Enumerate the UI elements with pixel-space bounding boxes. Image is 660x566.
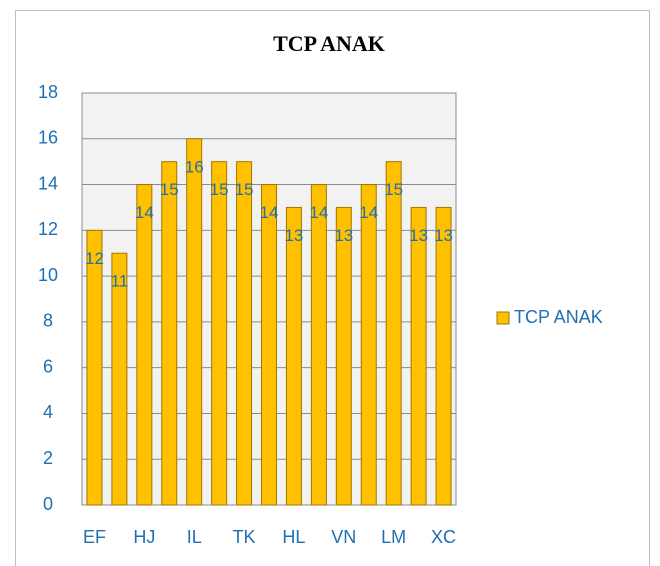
y-tick-label: 6 (43, 356, 53, 376)
data-label: 14 (135, 203, 154, 222)
data-label: 13 (409, 226, 428, 245)
bar (161, 161, 178, 506)
data-label: 15 (160, 180, 179, 199)
y-tick-label: 16 (38, 128, 58, 148)
y-tick-label: 2 (43, 448, 53, 468)
data-label: 12 (85, 249, 104, 268)
data-label: 15 (384, 180, 403, 199)
y-tick-label: 12 (38, 219, 58, 239)
bar (261, 184, 277, 506)
bar (236, 161, 253, 506)
data-label: 11 (111, 272, 129, 291)
legend-swatch (496, 311, 510, 325)
bar (186, 138, 203, 506)
data-label: 15 (210, 180, 229, 199)
y-tick-label: 0 (43, 494, 53, 514)
bar (86, 229, 103, 506)
x-tick-label: EF (83, 527, 106, 547)
bar (385, 161, 402, 506)
bar (211, 161, 228, 506)
data-label: 14 (309, 203, 328, 222)
x-tick-label: XC (431, 527, 456, 547)
bar (410, 206, 427, 506)
bar (111, 252, 128, 506)
bar (310, 184, 327, 506)
y-tick-label: 18 (38, 82, 58, 102)
bar (136, 184, 153, 506)
bar (360, 184, 377, 506)
data-label: 16 (185, 157, 204, 176)
y-tick-label: 8 (43, 311, 53, 331)
data-label: 13 (284, 226, 303, 245)
data-label: 13 (434, 226, 453, 245)
y-tick-label: 4 (43, 402, 53, 422)
bar (285, 206, 302, 506)
data-label: 14 (359, 203, 378, 222)
bar (335, 206, 352, 506)
x-tick-label: LM (381, 527, 406, 547)
data-label: 15 (235, 180, 254, 199)
data-label: 13 (334, 226, 353, 245)
x-tick-label: HL (282, 527, 305, 547)
y-tick-label: 10 (38, 265, 58, 285)
bar (435, 206, 452, 506)
y-tick-label: 14 (38, 173, 58, 193)
chart-title: TCP ANAK (273, 31, 385, 56)
x-tick-label: VN (331, 527, 356, 547)
x-tick-label: TK (233, 527, 256, 547)
x-tick-label: IL (187, 527, 202, 547)
legend-label: TCP ANAK (514, 307, 603, 327)
data-label: 14 (260, 203, 279, 222)
x-tick-label: HJ (133, 527, 155, 547)
